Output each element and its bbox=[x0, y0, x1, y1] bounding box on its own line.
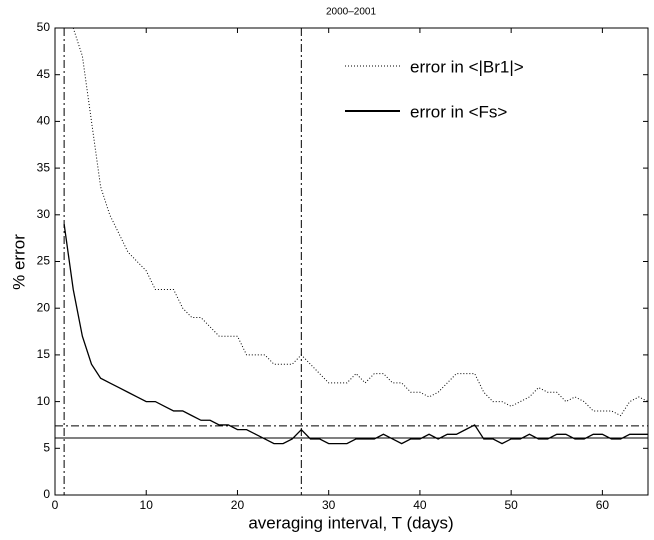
y-axis-label: % error bbox=[9, 234, 28, 290]
y-tick-label: 35 bbox=[37, 160, 51, 174]
x-tick-label: 60 bbox=[596, 498, 610, 512]
y-tick-label: 30 bbox=[37, 207, 51, 221]
x-tick-label: 0 bbox=[52, 498, 59, 512]
x-tick-label: 40 bbox=[413, 498, 427, 512]
x-tick-label: 10 bbox=[140, 498, 154, 512]
data-line bbox=[72, 27, 649, 417]
x-axis-label: averaging interval, T (days) bbox=[248, 513, 453, 532]
y-tick-label: 45 bbox=[37, 67, 51, 81]
x-tick-label: 20 bbox=[231, 498, 245, 512]
y-tick-label: 0 bbox=[43, 487, 50, 501]
plot-frame bbox=[54, 27, 649, 496]
legend-label: error in <|Br1|> bbox=[410, 57, 524, 76]
x-tick-label: 30 bbox=[322, 498, 336, 512]
data-line bbox=[63, 224, 648, 445]
y-tick-label: 15 bbox=[37, 347, 51, 361]
y-tick-label: 25 bbox=[37, 254, 51, 268]
y-tick-label: 10 bbox=[37, 394, 51, 408]
x-tick-label: 50 bbox=[504, 498, 518, 512]
y-tick-label: 20 bbox=[37, 300, 51, 314]
y-tick-label: 5 bbox=[43, 440, 50, 454]
chart-title: 2000–2001 bbox=[326, 7, 376, 18]
y-tick-label: 50 bbox=[37, 20, 51, 34]
y-tick-label: 40 bbox=[37, 114, 51, 128]
legend-label: error in <Fs> bbox=[410, 102, 507, 121]
